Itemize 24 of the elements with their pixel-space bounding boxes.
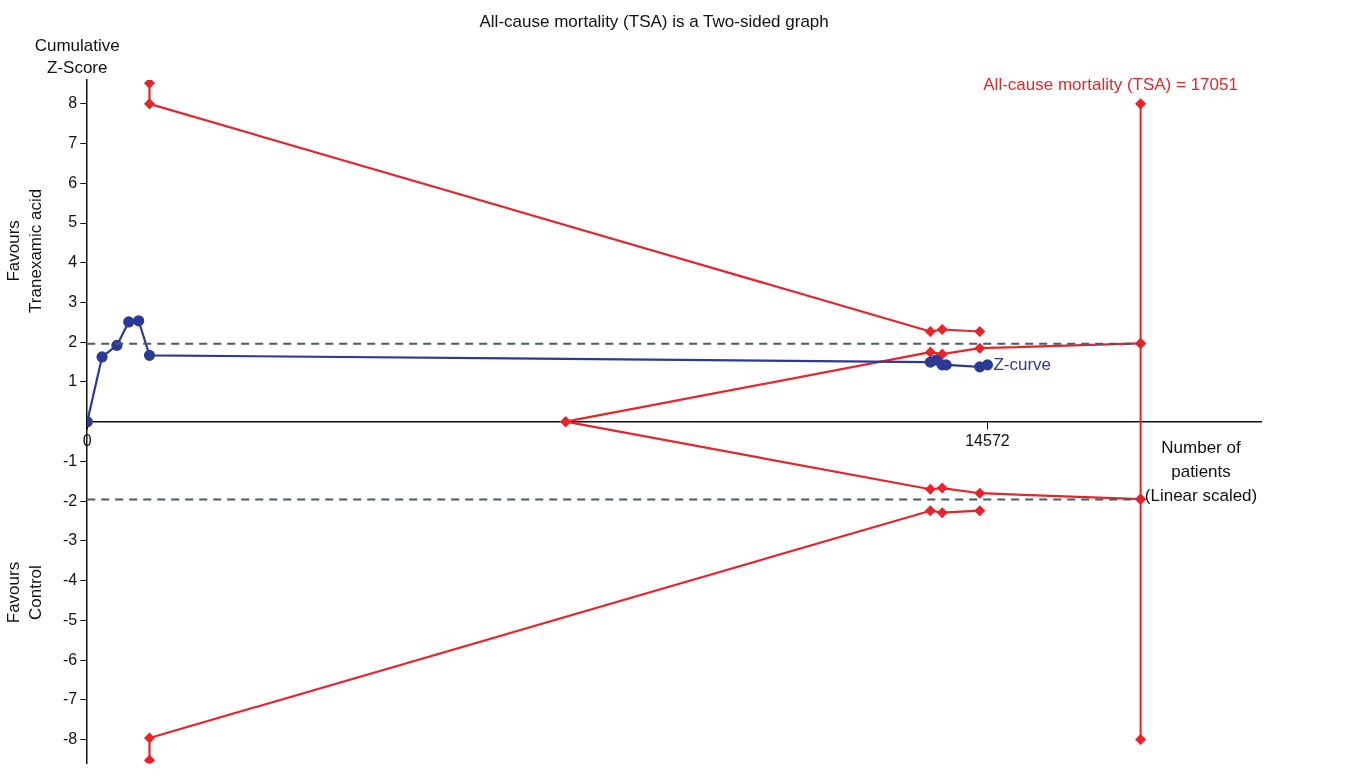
y-tick-label: 7 — [68, 133, 78, 151]
y-tick-label: 8 — [68, 94, 78, 112]
x-axis-title: Number of patients (Linear scaled) — [1144, 437, 1258, 505]
y-tick-label: -5 — [62, 610, 78, 628]
chart-title: All-cause mortality (TSA) is a Two-sided graph — [479, 12, 829, 32]
y-tick-label: -4 — [62, 571, 78, 589]
y-tick-label: -8 — [62, 729, 78, 747]
y-tick-label: 5 — [68, 213, 78, 231]
y-tick-label: -1 — [62, 451, 78, 469]
y-tick-label: -3 — [62, 531, 78, 549]
ref-line-label: All-cause mortality (TSA) = 17051 — [983, 75, 1238, 95]
y-tick-label: 3 — [68, 292, 78, 310]
y-tick-label: 6 — [68, 173, 78, 191]
y-tick-label: -7 — [62, 690, 78, 708]
series-label: Z-curve — [993, 354, 1052, 374]
text: Favours Tranexamic acid — [4, 188, 46, 313]
y-tick-label: 4 — [68, 253, 78, 271]
text: Favours Control — [4, 561, 46, 624]
x-tick-label: 14572 — [965, 431, 1010, 449]
y-tick-label: 2 — [68, 332, 78, 350]
y-tick-label: 1 — [68, 372, 78, 390]
y-tick-label: -2 — [62, 491, 78, 509]
y-axis-title: Cumulative Z-Score — [34, 36, 120, 78]
y-tick-label: -6 — [62, 650, 78, 668]
